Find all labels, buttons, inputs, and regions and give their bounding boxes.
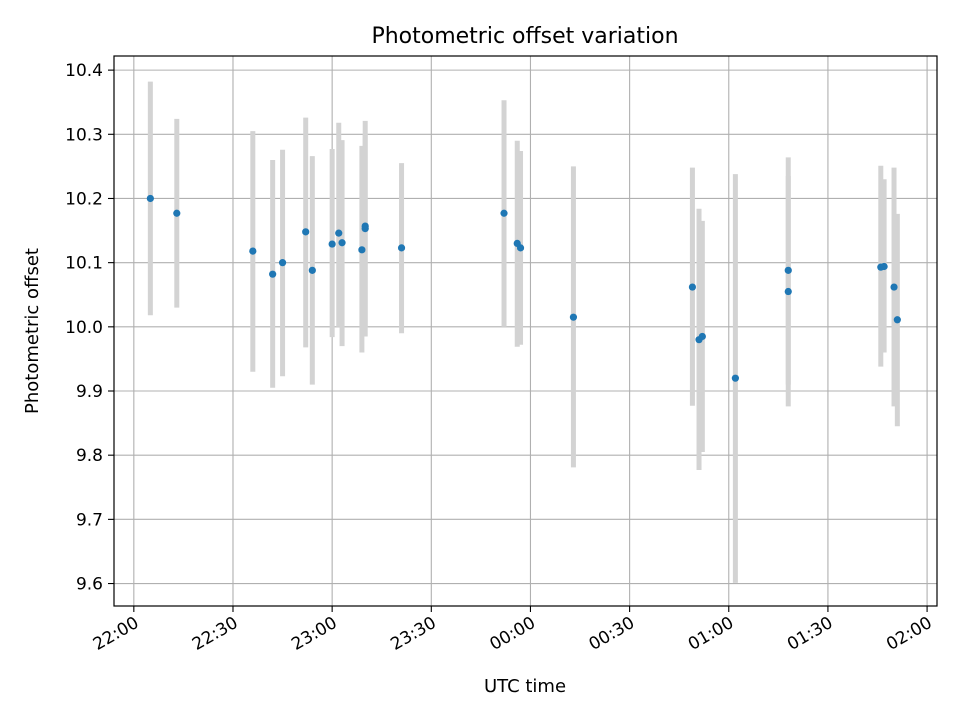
- data-point: [500, 209, 508, 217]
- x-tick-label: 01:30: [784, 613, 836, 655]
- data-point: [784, 287, 792, 296]
- data-point: [688, 283, 697, 291]
- data-point: [397, 244, 406, 252]
- data-point: [249, 247, 257, 255]
- y-tick-label: 10.2: [65, 189, 103, 209]
- data-point: [146, 194, 154, 203]
- tick-layer: 9.6 9.7 9.8 9.9 10.0 10.1 10.2 10.3 10.4 22:00 22:…: [65, 61, 935, 655]
- y-tick-label: 10.4: [65, 61, 103, 81]
- data-point: [698, 332, 706, 341]
- y-tick-label: 9.9: [76, 382, 103, 402]
- x-tick-label: 00:30: [586, 613, 638, 655]
- x-tick-label: 23:30: [387, 613, 439, 655]
- y-tick-label: 9.7: [76, 510, 103, 530]
- data-point: [338, 239, 346, 247]
- data-point: [269, 270, 277, 278]
- y-tick-label: 10.1: [65, 254, 103, 274]
- y-tick-label: 9.6: [76, 575, 103, 595]
- data-point: [516, 244, 525, 252]
- data-point: [302, 228, 310, 236]
- grid-layer: [114, 56, 937, 606]
- errorbar-layer: [147, 81, 900, 583]
- data-point: [731, 374, 739, 382]
- data-point: [569, 313, 578, 321]
- y-tick-label: 10.0: [65, 318, 103, 338]
- data-point: [335, 229, 343, 237]
- x-tick-label: 23:00: [288, 613, 340, 655]
- x-tick-label: 02:00: [883, 613, 935, 655]
- x-axis-label: UTC time: [484, 676, 566, 697]
- point-layer: [146, 194, 901, 382]
- y-tick-label: 10.3: [65, 125, 103, 145]
- x-tick-label: 00:00: [487, 613, 539, 655]
- y-tick-label: 9.8: [76, 446, 103, 466]
- x-tick-label: 01:00: [685, 613, 737, 655]
- data-point: [880, 262, 888, 271]
- data-point: [361, 222, 369, 230]
- y-axis-label: Photometric offset: [22, 248, 43, 414]
- data-point: [358, 246, 366, 254]
- data-point: [328, 240, 336, 248]
- chart-title: Photometric offset variation: [371, 24, 678, 49]
- data-point: [784, 266, 792, 274]
- plot-frame: [113, 55, 938, 607]
- x-tick-label: 22:00: [90, 613, 142, 655]
- data-point: [893, 316, 901, 324]
- data-point: [278, 259, 287, 267]
- data-point: [890, 283, 898, 291]
- data-point: [173, 209, 181, 217]
- x-tick-label: 22:30: [189, 613, 241, 655]
- data-point: [308, 266, 316, 274]
